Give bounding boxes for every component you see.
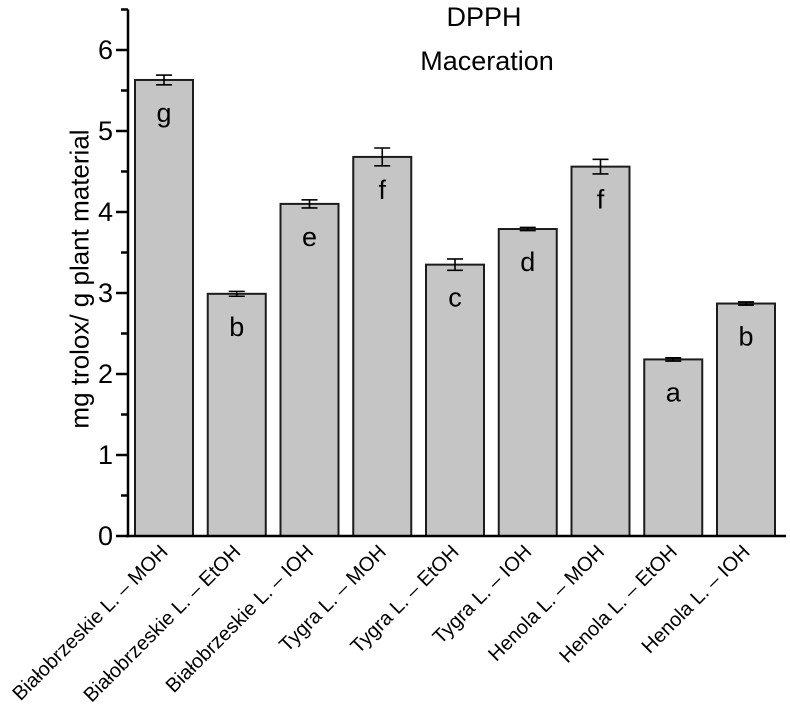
significance-letter: e [302, 222, 317, 252]
chart-title: DPPH [446, 2, 522, 32]
bar [716, 302, 776, 537]
y-tick-label: 5 [98, 116, 113, 146]
bar [352, 155, 413, 537]
significance-letter: g [156, 98, 171, 128]
significance-letter: f [597, 185, 605, 215]
significance-letter: f [378, 175, 386, 205]
y-tick-label: 4 [98, 197, 113, 227]
bar [425, 263, 485, 537]
significance-letter: b [738, 322, 753, 352]
y-tick-label: 6 [98, 35, 113, 65]
bar [570, 165, 631, 537]
y-tick-label: 0 [98, 521, 113, 551]
significance-letter: a [666, 377, 682, 407]
bar [134, 78, 194, 537]
chart-subtitle: Maceration [420, 46, 554, 76]
y-tick-label: 3 [98, 278, 113, 308]
significance-letter: c [448, 283, 462, 313]
x-tick-label: Białobrzeskie L. – IOH [162, 541, 318, 697]
y-tick-label: 1 [98, 440, 113, 470]
significance-letter: d [520, 247, 535, 277]
bar [279, 202, 340, 537]
y-tick-label: 2 [98, 359, 113, 389]
significance-letter: b [229, 312, 244, 342]
bar [497, 228, 558, 537]
